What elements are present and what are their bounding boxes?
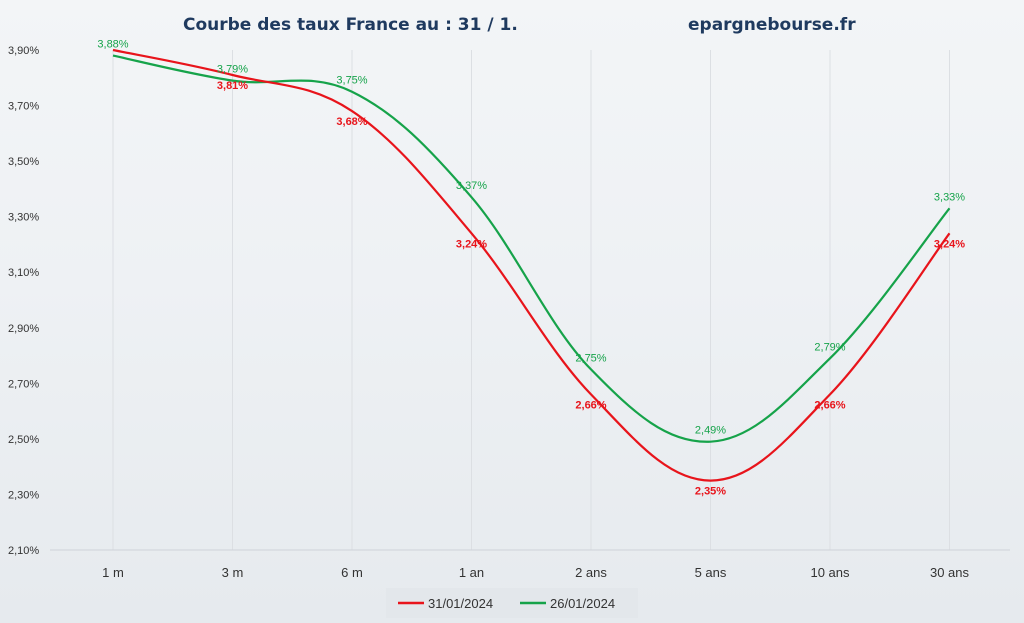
x-axis: 1 m 3 m 6 m 1 an 2 ans 5 ans 10 ans 30 ans [102, 565, 969, 580]
data-labels: 3,81% 3,68% 3,24% 2,66% 2,35% 2,66% 3,24% 3,88%… [97, 39, 965, 498]
legend-label: 31/01/2024 [428, 596, 493, 611]
y-tick-label: 3,30% [8, 212, 39, 224]
data-label: 3,79% [217, 64, 248, 76]
y-tick-label: 2,90% [8, 323, 39, 335]
y-tick-label: 2,50% [8, 434, 39, 446]
data-label: 2,79% [814, 341, 845, 353]
data-label: 3,81% [217, 80, 248, 92]
data-label: 2,49% [695, 425, 726, 437]
y-tick-label: 2,30% [8, 489, 39, 501]
y-axis: 2,10% 2,30% 2,50% 2,70% 2,90% 3,10% 3,30% 3,50%… [8, 45, 39, 557]
y-tick-label: 3,90% [8, 45, 39, 57]
data-label: 3,88% [97, 39, 128, 51]
series-line-green [112, 54, 951, 443]
legend: 31/01/2024 26/01/2024 [386, 588, 638, 618]
chart-title: Courbe des taux France au : 31 / 1. [183, 15, 518, 35]
series-line-red [112, 48, 951, 482]
x-tick-label: 10 ans [810, 565, 850, 580]
data-label: 3,24% [456, 238, 487, 250]
chart-source: epargnebourse.fr [688, 15, 856, 35]
x-tick-label: 30 ans [930, 565, 970, 580]
legend-box [386, 588, 638, 618]
data-label: 2,66% [575, 399, 606, 411]
data-label: 3,75% [336, 75, 367, 87]
data-label: 3,68% [336, 116, 367, 128]
data-label: 2,66% [814, 399, 845, 411]
data-label: 2,35% [695, 486, 726, 498]
data-label: 2,75% [575, 352, 606, 364]
x-tick-label: 6 m [341, 565, 363, 580]
x-tick-label: 1 an [459, 565, 484, 580]
x-tick-label: 1 m [102, 565, 124, 580]
data-label: 3,24% [934, 238, 965, 250]
data-label: 3,33% [934, 191, 965, 203]
y-tick-label: 3,10% [8, 267, 39, 279]
x-tick-label: 5 ans [695, 565, 727, 580]
y-tick-label: 3,50% [8, 156, 39, 168]
y-tick-label: 3,70% [8, 101, 39, 113]
x-tick-label: 3 m [222, 565, 244, 580]
y-tick-label: 2,10% [8, 545, 39, 557]
y-tick-label: 2,70% [8, 378, 39, 390]
legend-label: 26/01/2024 [550, 596, 615, 611]
x-tick-label: 2 ans [575, 565, 607, 580]
series-layer [112, 48, 951, 482]
data-label: 3,37% [456, 180, 487, 192]
grid-layer [50, 50, 1010, 551]
